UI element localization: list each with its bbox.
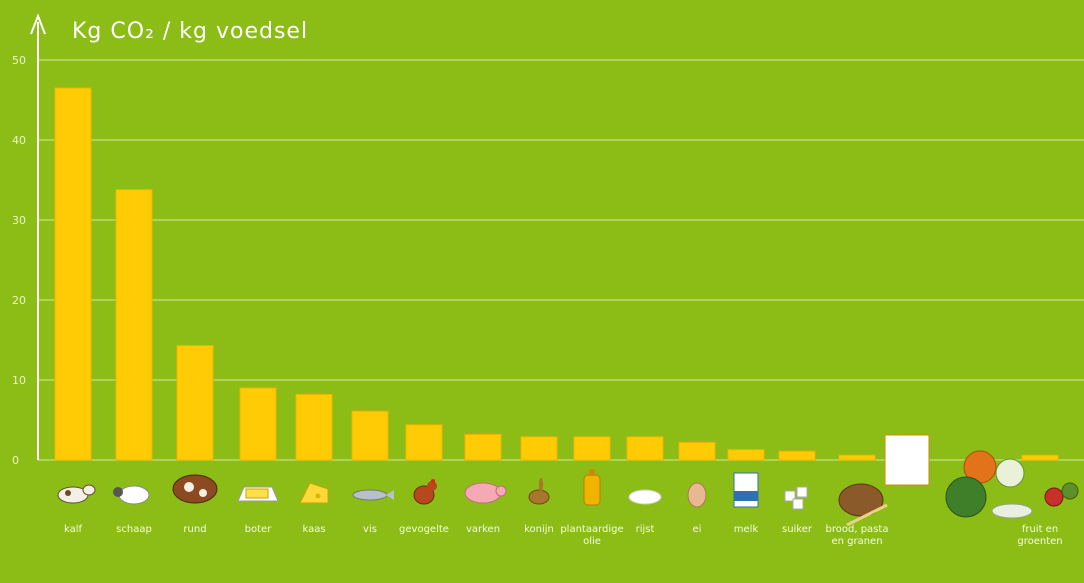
category-label: varken: [466, 524, 500, 535]
chicken-icon: [413, 479, 437, 505]
bar: [464, 433, 502, 461]
bar: [54, 87, 92, 461]
calf-icon: [57, 484, 96, 504]
bar: [1021, 454, 1059, 461]
cow-icon: [172, 474, 218, 504]
category-icons: [57, 434, 1079, 527]
bar: [573, 436, 611, 461]
y-tick-label: 50: [12, 54, 26, 67]
y-tick-label: 10: [12, 374, 26, 387]
chart-title: Kg CO₂ / kg voedsel: [72, 19, 308, 44]
category-label: ei: [693, 524, 702, 535]
category-label: fruit en groenten: [1017, 524, 1062, 547]
bar: [405, 424, 443, 461]
fruit-vegetables-icon: [945, 450, 1079, 519]
bar: [838, 454, 876, 461]
bar-layer: [54, 87, 1059, 461]
rice-icon: [628, 489, 662, 505]
pig-icon: [464, 482, 507, 504]
category-label: brood, pasta en granen: [826, 524, 889, 547]
sheep-icon: [113, 485, 150, 505]
axis-layer: [30, 13, 46, 460]
category-label: schaap: [116, 524, 152, 535]
bar: [778, 450, 816, 461]
fish-icon: [352, 489, 394, 501]
bar: [520, 436, 558, 461]
bar: [176, 345, 214, 461]
category-label: rund: [183, 524, 206, 535]
category-label: konijn: [524, 524, 554, 535]
oil-bottle-icon: [583, 469, 601, 506]
bar: [351, 410, 389, 461]
category-label: melk: [734, 524, 759, 535]
y-tick-label: 30: [12, 214, 26, 227]
category-label: kalf: [64, 524, 83, 535]
bar: [239, 387, 277, 461]
butter-icon: [237, 486, 279, 502]
y-tick-label: 0: [12, 454, 19, 467]
category-labels: kalf schaap rund boter kaas vis gevogelte varke…: [64, 524, 1063, 547]
category-label: gevogelte: [399, 524, 449, 535]
bar: [295, 393, 333, 461]
category-label: vis: [363, 524, 377, 535]
category-label: boter: [245, 524, 273, 535]
bar: [115, 189, 153, 461]
category-label: plantaardige olie: [560, 524, 623, 547]
bar: [626, 436, 664, 461]
rabbit-icon: [528, 478, 550, 505]
cheese-icon: [299, 482, 329, 504]
bread-pasta-grain-icon: [838, 434, 930, 527]
category-label: suiker: [782, 524, 813, 535]
y-tick-label: 20: [12, 294, 26, 307]
y-axis-arrow-icon: [30, 13, 46, 35]
bar: [727, 449, 765, 461]
y-tick-labels: 0 10 20 30 40 50: [12, 54, 26, 467]
sugar-cubes-icon: [784, 486, 808, 510]
milk-carton-icon: [733, 472, 759, 508]
category-label: kaas: [302, 524, 325, 535]
category-label: rijst: [636, 524, 655, 535]
y-tick-label: 40: [12, 134, 26, 147]
bar: [678, 441, 716, 461]
egg-icon: [687, 482, 707, 508]
